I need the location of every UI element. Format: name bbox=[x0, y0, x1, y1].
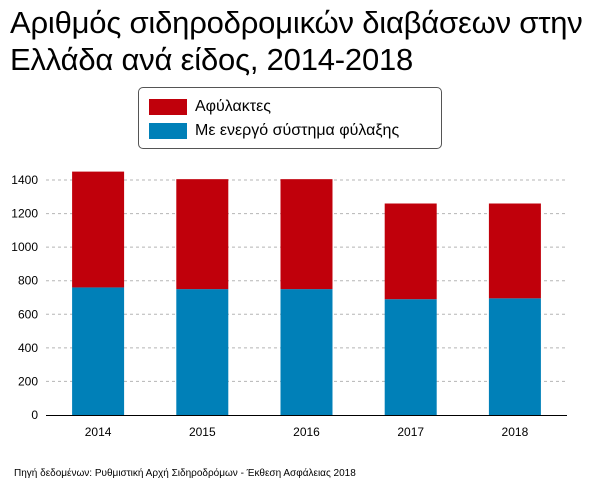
x-tick-label: 2015 bbox=[189, 425, 216, 439]
bar-segment-guarded bbox=[384, 299, 437, 415]
legend-swatch-guarded bbox=[149, 123, 187, 139]
y-tick-label: 0 bbox=[31, 408, 38, 422]
bar-segment-unguarded bbox=[488, 203, 541, 299]
x-tick-label: 2018 bbox=[502, 425, 529, 439]
legend-swatch-unguarded bbox=[149, 99, 187, 115]
chart-title: Αριθμός σιδηροδρομικών διαβάσεων στην Ελ… bbox=[10, 5, 583, 77]
bar-segment-guarded bbox=[280, 289, 333, 415]
bar-segment-unguarded bbox=[176, 179, 229, 290]
y-tick-label: 1000 bbox=[11, 240, 38, 254]
y-tick-label: 400 bbox=[18, 341, 38, 355]
x-tick-label: 2014 bbox=[85, 425, 112, 439]
y-tick-label: 800 bbox=[18, 274, 38, 288]
x-tick-label: 2016 bbox=[293, 425, 320, 439]
source-note: Πηγή δεδομένων: Ρυθμιστική Αρχή Σιδηροδρ… bbox=[14, 468, 356, 479]
legend-item-guarded: Με ενεργό σύστημα φύλαξης bbox=[149, 121, 399, 141]
bar-segment-guarded bbox=[72, 287, 125, 415]
bar-segment-unguarded bbox=[280, 179, 333, 290]
y-tick-label: 600 bbox=[18, 307, 38, 321]
x-tick-label: 2017 bbox=[397, 425, 424, 439]
bar-segment-unguarded bbox=[72, 171, 125, 288]
bar-segment-guarded bbox=[176, 289, 229, 415]
y-tick-label: 1200 bbox=[11, 207, 38, 221]
legend: Αφύλακτες Με ενεργό σύστημα φύλαξης bbox=[138, 87, 442, 149]
bar-segment-unguarded bbox=[384, 203, 437, 300]
bar-chart: 0 200 400 600 800 1000 1200 1400 2014 2015 2016 201… bbox=[11, 171, 567, 439]
legend-label-unguarded: Αφύλακτες bbox=[195, 98, 271, 115]
y-tick-label: 200 bbox=[18, 374, 38, 388]
y-tick-label: 1400 bbox=[11, 173, 38, 187]
bar-segment-guarded bbox=[488, 298, 541, 415]
legend-item-unguarded: Αφύλακτες bbox=[149, 97, 271, 117]
legend-label-guarded: Με ενεργό σύστημα φύλαξης bbox=[195, 122, 400, 139]
